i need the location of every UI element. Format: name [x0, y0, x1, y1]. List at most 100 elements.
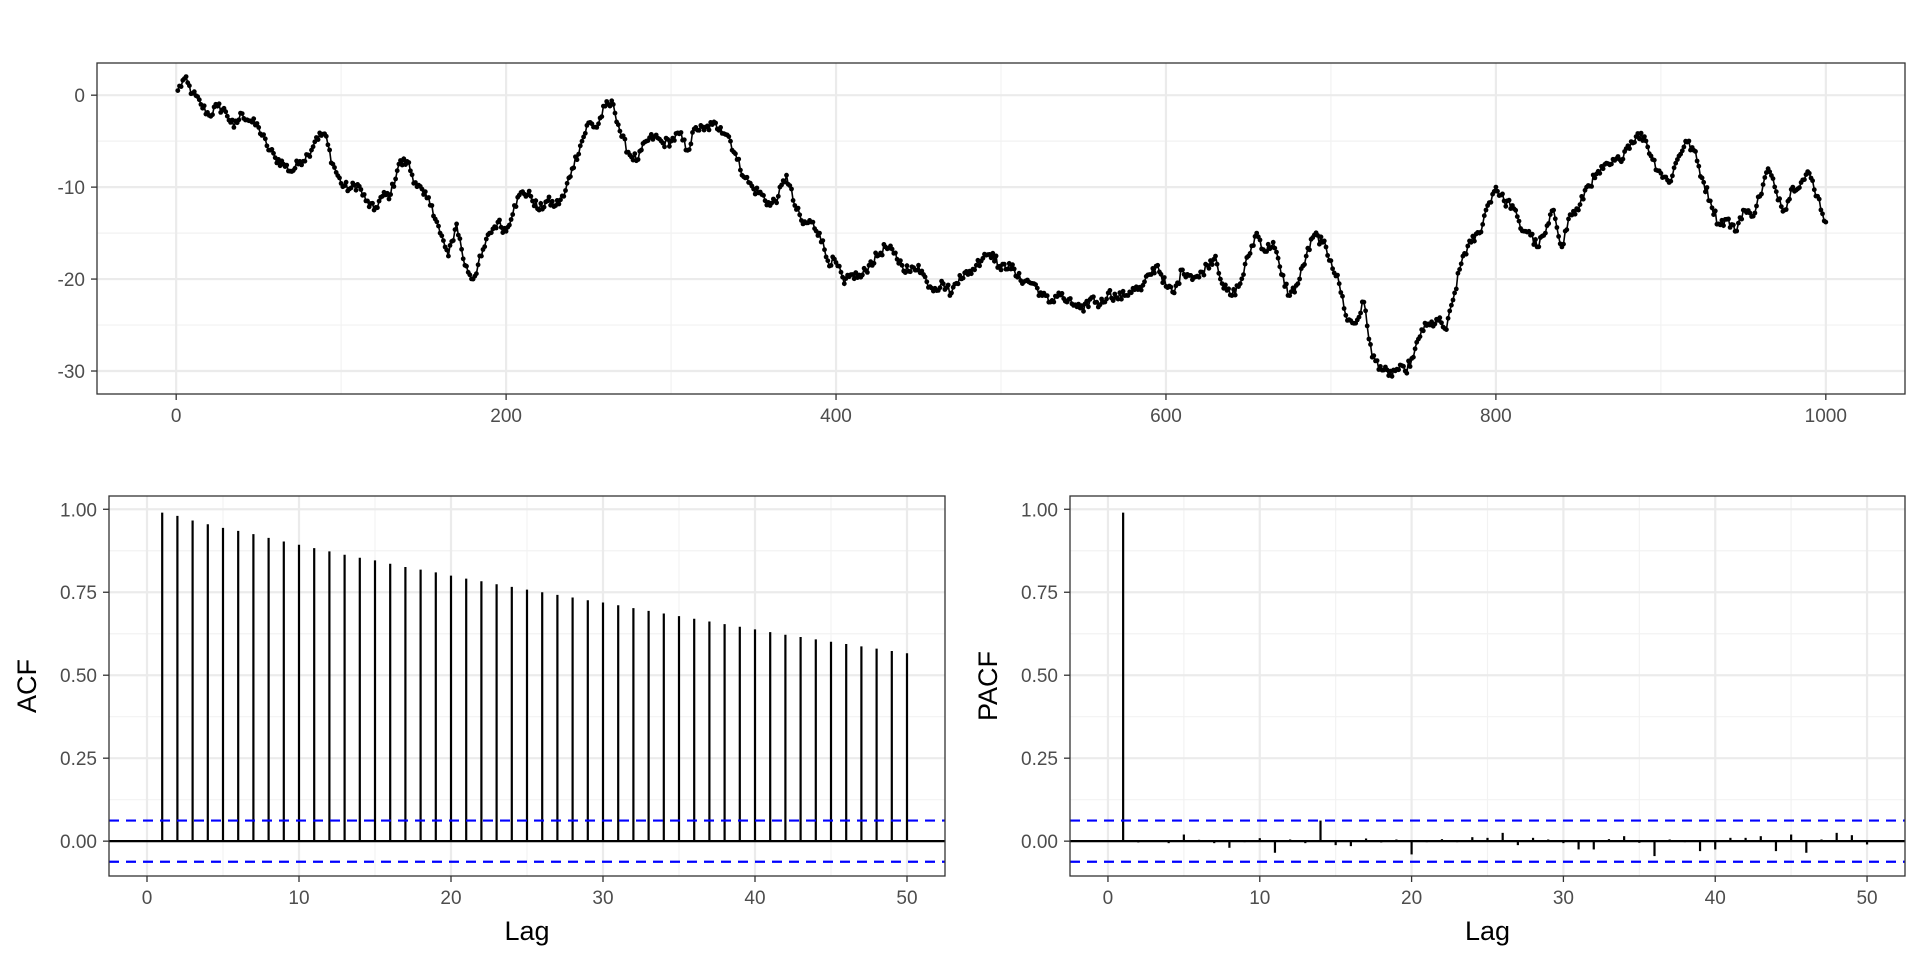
pacf-y-tick-label: 0.00 [1021, 832, 1058, 853]
series-point [393, 176, 398, 182]
series-point [998, 267, 1004, 273]
series-point [1797, 185, 1802, 191]
series-point [754, 185, 760, 191]
series-point [446, 253, 451, 259]
series-point [1378, 364, 1383, 369]
series-point [622, 136, 628, 142]
series-point [467, 272, 473, 278]
series-point [836, 263, 842, 269]
series-point [1783, 207, 1789, 212]
series-point [1366, 336, 1372, 342]
series-point [581, 134, 586, 140]
series-point [441, 238, 446, 244]
series-point [1760, 182, 1766, 188]
series-point [639, 147, 644, 153]
series-point [968, 271, 974, 277]
series-point [210, 112, 215, 118]
series-point [1363, 308, 1368, 314]
series-point [422, 189, 428, 195]
series-point [662, 144, 667, 150]
series-point [599, 114, 605, 119]
series-point [1361, 299, 1367, 305]
series-point [1257, 237, 1263, 243]
series-point [1318, 234, 1324, 240]
series-x-tick-label: 200 [490, 406, 522, 427]
series-point [1371, 353, 1377, 359]
pacf-x-tick-label: 40 [1705, 888, 1726, 909]
pacf-spikes [1122, 512, 1869, 857]
series-point [325, 142, 331, 148]
series-point [361, 192, 367, 197]
series-point [1081, 308, 1086, 314]
series-point [1658, 170, 1664, 176]
series-point [774, 200, 779, 206]
series-point [980, 255, 986, 261]
series-point [744, 174, 750, 180]
series-point [871, 260, 877, 266]
series-point [940, 281, 946, 287]
series-point [1396, 367, 1401, 373]
series-point [342, 183, 347, 189]
series-point [1516, 218, 1522, 224]
series-point [1707, 198, 1713, 204]
series-point [1158, 271, 1164, 277]
pacf-x-axis-title: Lag [1465, 916, 1510, 946]
series-point [1160, 280, 1166, 286]
series-point [713, 120, 718, 126]
acf-spikes [161, 512, 909, 842]
series-point [1777, 196, 1782, 202]
series-point [292, 165, 298, 171]
series-point [1044, 293, 1050, 299]
series-point [1806, 170, 1812, 176]
series-point [1287, 293, 1293, 298]
series-point [343, 179, 349, 185]
pacf-panel-border [1069, 495, 1906, 877]
series-point [1323, 244, 1329, 250]
series-point [1681, 144, 1687, 150]
series-point [1086, 304, 1091, 310]
series-point [790, 198, 796, 203]
series-point [1457, 267, 1462, 272]
series-point [1328, 258, 1334, 264]
series-point [549, 198, 555, 204]
series-point [1533, 237, 1538, 242]
series-point [236, 117, 242, 123]
series-points [175, 74, 1829, 379]
series-point [1275, 255, 1281, 261]
series-point [1439, 320, 1444, 326]
series-point [1341, 306, 1347, 311]
series-point [1051, 299, 1057, 305]
acf-x-tick-label: 40 [744, 888, 765, 909]
series-point [576, 151, 582, 157]
series-point [563, 188, 568, 193]
series-point [1556, 234, 1561, 239]
series-point [1566, 216, 1571, 222]
series-point [795, 205, 801, 211]
series-point [879, 252, 885, 258]
series-point [828, 263, 834, 268]
series-point [434, 219, 440, 225]
series-point [1272, 245, 1278, 251]
pacf-x-tick-label: 0 [1103, 888, 1114, 909]
series-point [439, 233, 445, 239]
series-point [1642, 134, 1647, 140]
series-point [332, 165, 337, 170]
series-point [1001, 261, 1007, 267]
series-point [1302, 262, 1307, 267]
series-point [992, 258, 997, 264]
series-point [1651, 157, 1657, 163]
series-point [914, 267, 920, 273]
series-point [568, 174, 573, 180]
series-point [696, 127, 702, 133]
series-point [889, 246, 895, 252]
series-point [1668, 178, 1674, 184]
series-point [1171, 290, 1177, 296]
series-point [1374, 358, 1380, 363]
series-point [736, 156, 742, 162]
series-point [1643, 138, 1649, 144]
series-point [1453, 286, 1459, 292]
series-point [1458, 261, 1464, 267]
series-point [413, 180, 418, 185]
series-line [177, 74, 1827, 380]
series-y-tick-label: -10 [58, 178, 85, 199]
